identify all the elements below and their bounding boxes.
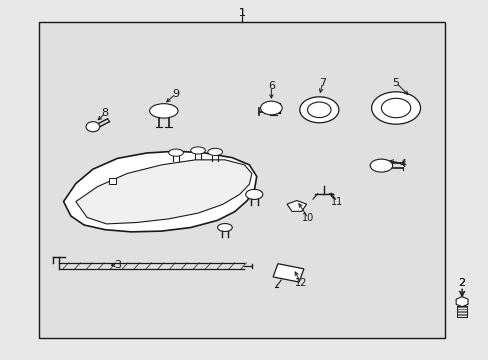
Ellipse shape <box>86 122 100 132</box>
Polygon shape <box>76 160 251 224</box>
Ellipse shape <box>190 147 205 154</box>
Text: 5: 5 <box>392 78 399 88</box>
Text: 2: 2 <box>458 278 465 288</box>
Ellipse shape <box>260 101 282 115</box>
Ellipse shape <box>369 159 392 172</box>
Text: 3: 3 <box>114 260 121 270</box>
Ellipse shape <box>245 189 263 199</box>
Ellipse shape <box>217 224 232 231</box>
Polygon shape <box>63 151 256 232</box>
Text: 1: 1 <box>238 8 245 18</box>
Polygon shape <box>455 297 467 307</box>
Ellipse shape <box>207 148 222 156</box>
Text: 6: 6 <box>267 81 274 91</box>
Text: 8: 8 <box>102 108 108 118</box>
Polygon shape <box>286 201 306 211</box>
Text: 2: 2 <box>458 278 465 288</box>
Text: 4: 4 <box>399 159 406 169</box>
Text: 1: 1 <box>238 8 245 18</box>
Ellipse shape <box>149 104 178 118</box>
Text: 9: 9 <box>172 89 179 99</box>
Text: 11: 11 <box>330 197 343 207</box>
Polygon shape <box>273 264 303 282</box>
Ellipse shape <box>371 92 420 124</box>
Ellipse shape <box>299 97 338 123</box>
Ellipse shape <box>381 98 410 118</box>
Bar <box>39 22 444 338</box>
Text: 12: 12 <box>294 278 306 288</box>
Text: 10: 10 <box>301 213 314 223</box>
Ellipse shape <box>307 102 330 118</box>
Bar <box>108 178 116 184</box>
Text: 7: 7 <box>319 78 325 88</box>
Ellipse shape <box>168 149 183 156</box>
